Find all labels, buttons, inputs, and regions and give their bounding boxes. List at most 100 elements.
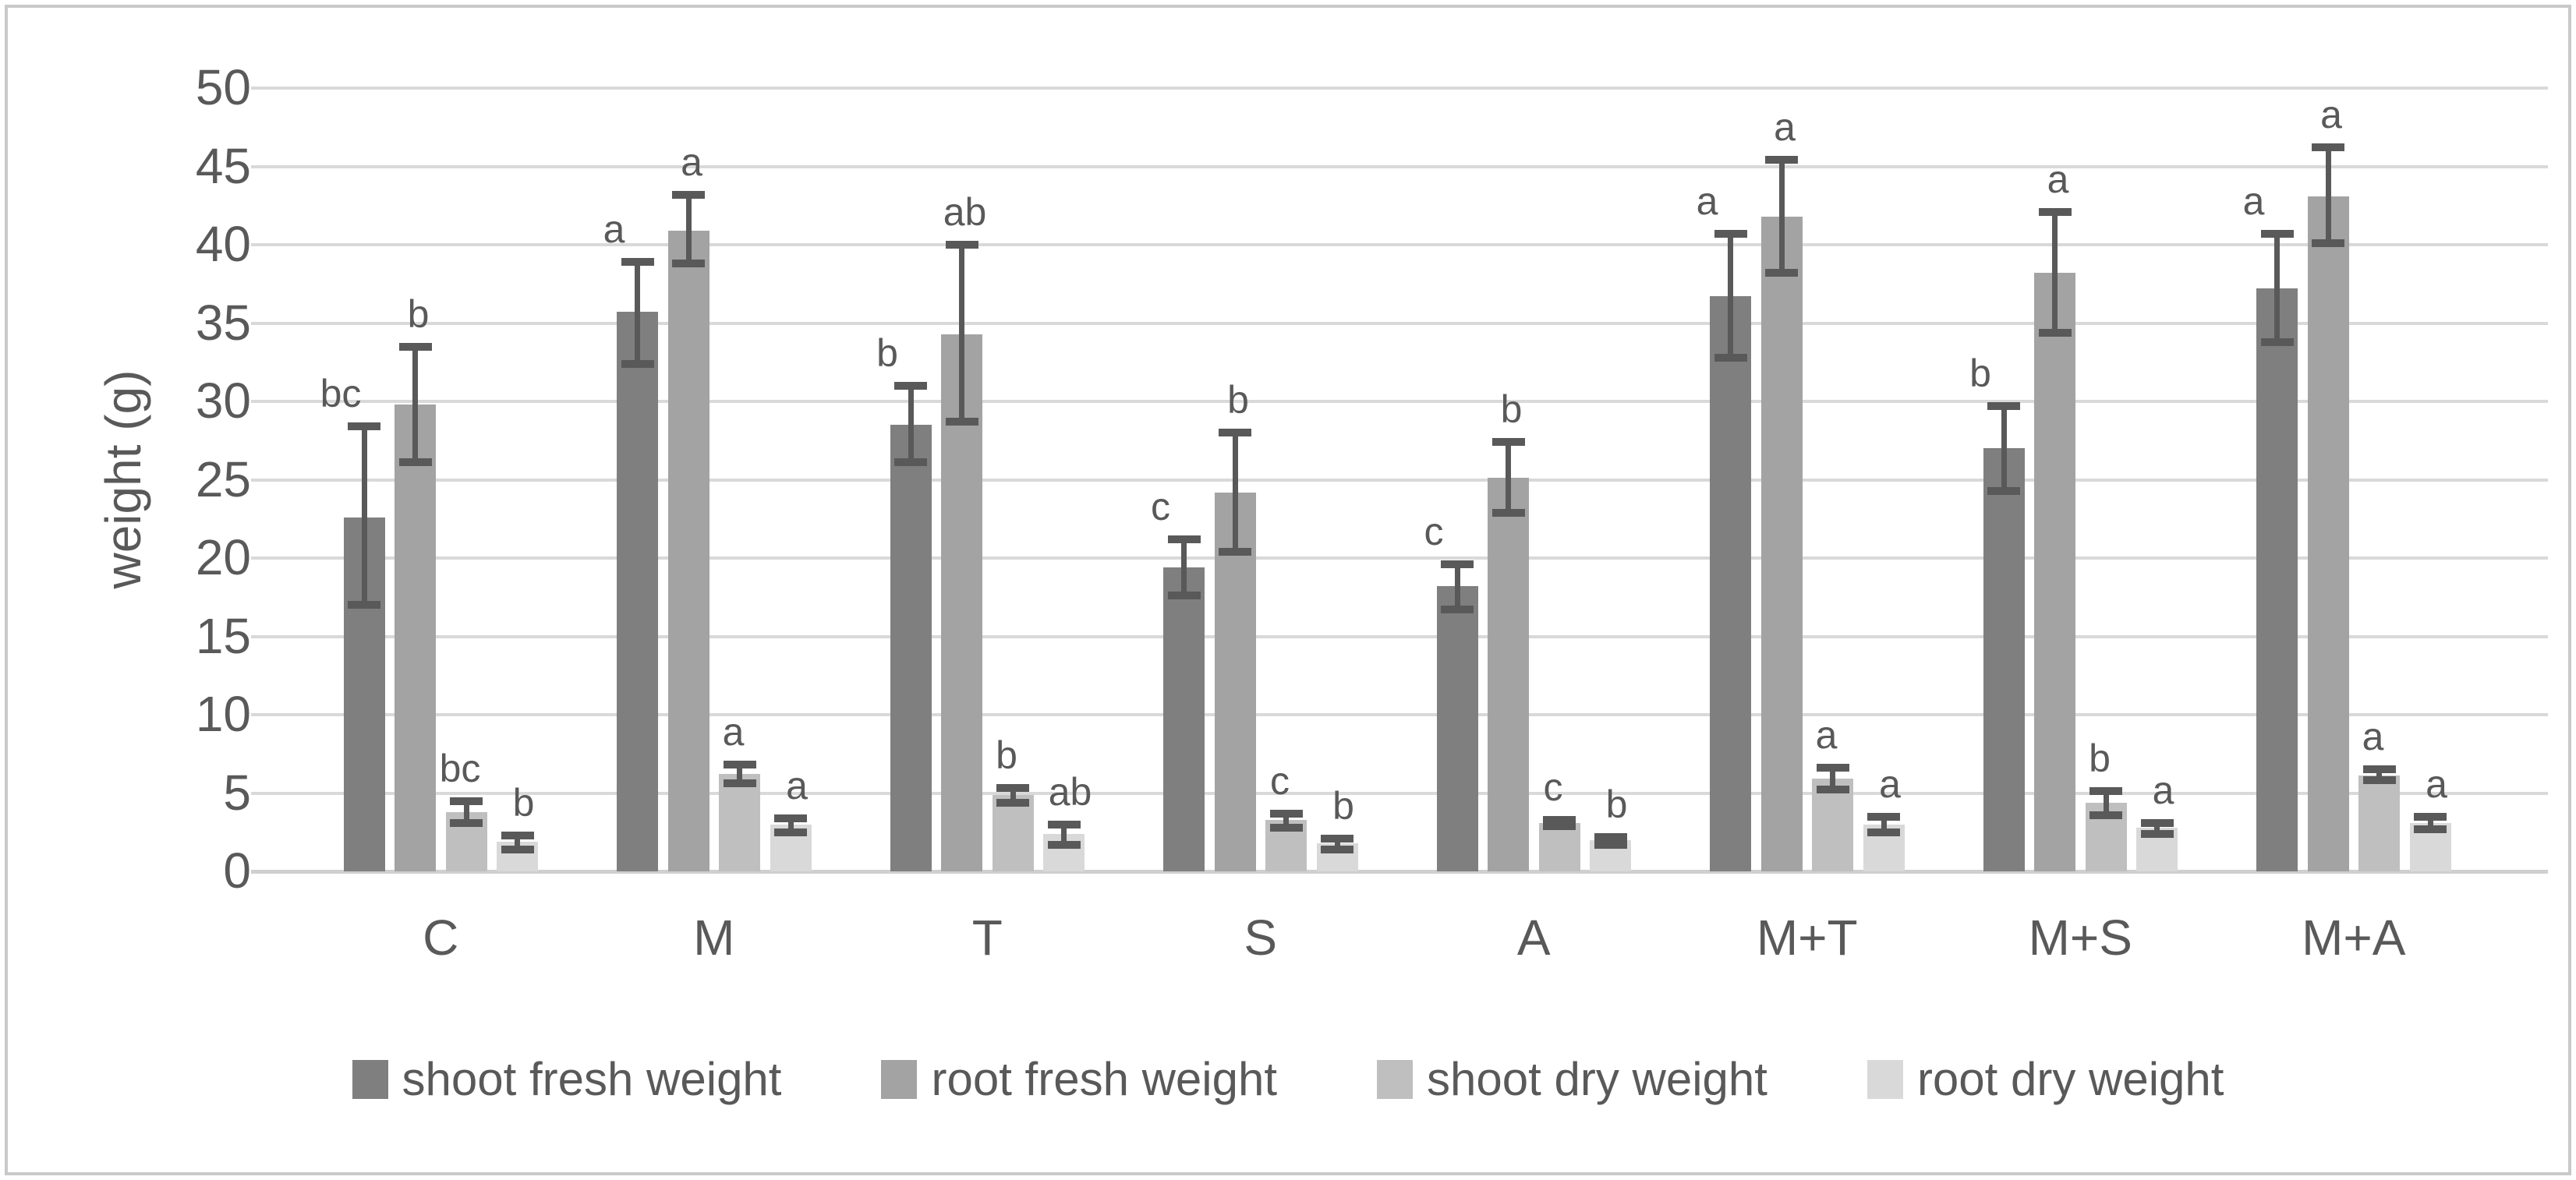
- error-bar-cap-top: [398, 342, 432, 351]
- gridline: [251, 243, 2548, 246]
- legend-swatch-icon: [881, 1060, 918, 1099]
- x-axis-label: A: [1516, 910, 1551, 966]
- error-bar-cap-top: [621, 258, 654, 267]
- gridline: [251, 164, 2548, 168]
- significance-letter: a: [2320, 93, 2342, 137]
- error-bar-cap-bottom: [1269, 823, 1303, 832]
- error-bar-whisker: [1728, 233, 1733, 358]
- y-tick-label: 35: [195, 294, 251, 351]
- bar-shoot-dry-weight: [1538, 822, 1580, 871]
- error-bar-cap-bottom: [1491, 508, 1525, 517]
- error-bar-cap-top: [1765, 156, 1798, 164]
- significance-letter: a: [2426, 761, 2447, 806]
- significance-letter: b: [1227, 378, 1249, 422]
- significance-letter: b: [1332, 783, 1354, 828]
- legend: shoot fresh weight root fresh weight shoot…: [0, 1044, 2576, 1115]
- significance-letter: b: [407, 291, 430, 336]
- bar-root-fresh-weight: [1760, 216, 1803, 871]
- legend-label: root fresh weight: [931, 1053, 1278, 1105]
- error-bar-whisker: [2154, 822, 2160, 834]
- error-bar-cap-top: [1987, 402, 2020, 411]
- legend-label: shoot dry weight: [1427, 1053, 1767, 1105]
- significance-letter: bc: [439, 746, 481, 790]
- error-bar-whisker: [412, 346, 418, 463]
- error-bar-cap-bottom: [1219, 547, 1251, 556]
- error-bar-cap-top: [1219, 429, 1251, 437]
- error-bar-cap-top: [348, 422, 380, 431]
- significance-letter: bc: [320, 372, 362, 416]
- error-bar-cap-bottom: [501, 845, 534, 853]
- error-bar-cap-bottom: [945, 418, 978, 426]
- bar-shoot-dry-weight: [1812, 779, 1853, 871]
- bar-root-fresh-weight: [395, 405, 436, 871]
- gridline: [251, 87, 2548, 90]
- error-bar-cap-top: [1441, 560, 1474, 569]
- significance-letter: a: [2047, 157, 2069, 201]
- significance-letter: a: [2242, 178, 2265, 223]
- gridline: [251, 321, 2548, 325]
- bar-shoot-fresh-weight: [1436, 586, 1478, 871]
- error-bar-cap-top: [996, 784, 1029, 793]
- bar-shoot-dry-weight: [2358, 775, 2400, 871]
- x-axis-label: M: [693, 910, 735, 966]
- y-tick-label: 40: [195, 216, 251, 272]
- error-bar-cap-bottom: [894, 458, 927, 467]
- error-bar-cap-bottom: [2362, 776, 2396, 785]
- significance-letter: a: [681, 140, 702, 184]
- error-bar-whisker: [1454, 564, 1460, 610]
- error-bar-cap-top: [723, 761, 756, 769]
- bar-shoot-dry-weight: [992, 794, 1034, 871]
- error-bar-cap-bottom: [1441, 606, 1474, 614]
- error-bar-cap-bottom: [2260, 337, 2294, 346]
- bar-root-fresh-weight: [1488, 478, 1529, 871]
- legend-label: shoot fresh weight: [402, 1053, 782, 1105]
- error-bar-cap-bottom: [2414, 825, 2447, 833]
- significance-letter: a: [1696, 178, 1718, 223]
- error-bar-whisker: [737, 765, 742, 784]
- gridline: [251, 556, 2548, 560]
- error-bar-whisker: [908, 385, 914, 463]
- gridline: [251, 478, 2548, 482]
- y-tick-label: 50: [195, 59, 251, 115]
- x-axis-label: M+A: [2302, 910, 2406, 966]
- significance-letter: b: [996, 733, 1017, 778]
- y-tick-label: 25: [195, 450, 251, 507]
- legend-item: shoot fresh weight: [352, 1053, 782, 1105]
- error-bar-whisker: [1181, 539, 1187, 596]
- significance-letter: a: [2362, 715, 2384, 759]
- bar-shoot-fresh-weight: [617, 312, 658, 871]
- bar-root-fresh-weight: [667, 230, 709, 871]
- error-bar-cap-top: [2140, 818, 2174, 827]
- error-bar-cap-top: [1047, 820, 1081, 828]
- error-bar-cap-top: [1714, 229, 1747, 238]
- error-bar-cap-bottom: [2089, 811, 2122, 819]
- error-bar-cap-top: [2089, 787, 2122, 796]
- gridline: [251, 713, 2548, 716]
- significance-letter: c: [1270, 758, 1290, 803]
- error-bar-cap-top: [1167, 535, 1201, 543]
- error-bar-whisker: [2274, 233, 2280, 342]
- error-bar-cap-bottom: [398, 458, 432, 467]
- x-axis-line: [251, 870, 2548, 874]
- error-bar-cap-bottom: [621, 359, 654, 368]
- significance-letter: b: [512, 780, 535, 825]
- bar-shoot-fresh-weight: [1983, 448, 2025, 871]
- error-bar-whisker: [2103, 791, 2109, 815]
- significance-letter: c: [1151, 484, 1170, 528]
- significance-letter: b: [2089, 737, 2111, 781]
- y-tick-label: 45: [195, 137, 251, 194]
- error-bar-cap-bottom: [1167, 592, 1201, 600]
- gridline: [251, 634, 2548, 638]
- legend-item: root dry weight: [1867, 1054, 2224, 1105]
- error-bar-whisker: [1830, 768, 1835, 790]
- error-bar-cap-top: [2038, 207, 2072, 216]
- bar-shoot-fresh-weight: [1710, 296, 1751, 871]
- error-bar-cap-top: [1269, 809, 1303, 818]
- error-bar-cap-bottom: [2038, 328, 2072, 337]
- y-tick-label: 10: [195, 686, 251, 742]
- error-bar-whisker: [1608, 836, 1613, 845]
- significance-letter: b: [1605, 782, 1628, 826]
- significance-letter: ab: [1048, 769, 1092, 814]
- error-bar-cap-bottom: [1765, 269, 1798, 277]
